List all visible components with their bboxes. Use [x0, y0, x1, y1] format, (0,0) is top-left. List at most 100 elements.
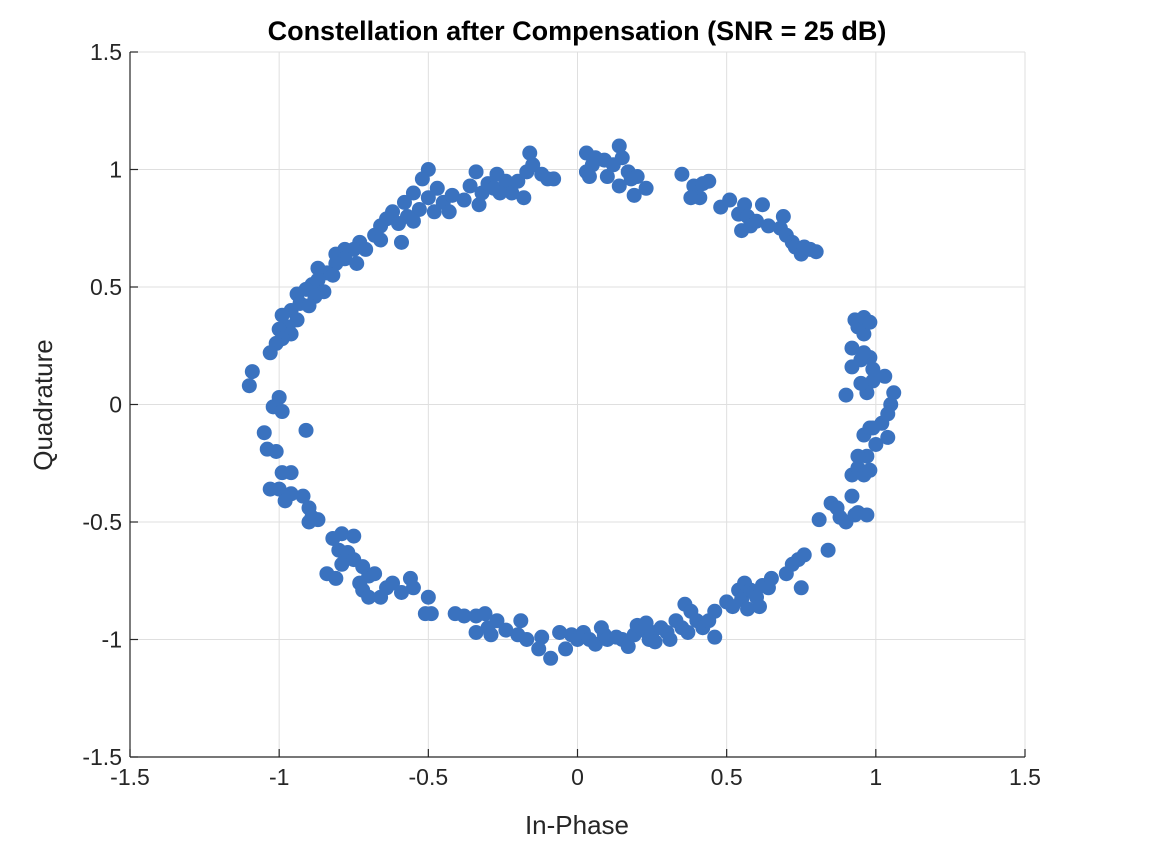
data-point-0-191 — [865, 361, 881, 377]
data-point-0-159 — [820, 542, 836, 558]
chart-title: Constellation after Compensation (SNR = … — [268, 16, 887, 46]
data-point-0-125 — [638, 615, 654, 631]
data-point-0-240 — [456, 192, 472, 208]
data-point-0-106 — [552, 624, 568, 640]
scatter-points — [241, 138, 902, 666]
data-point-0-180 — [880, 406, 896, 422]
data-point-0-13 — [391, 216, 406, 232]
data-point-0-128 — [662, 632, 678, 647]
data-point-0-1 — [414, 171, 430, 187]
data-point-0-239 — [444, 187, 460, 203]
data-point-0-25 — [349, 256, 365, 271]
data-point-0-226 — [749, 213, 764, 229]
data-point-0-6 — [396, 194, 412, 210]
data-point-0-181 — [886, 385, 902, 401]
data-point-0-257 — [492, 185, 508, 201]
data-point-0-92 — [456, 608, 472, 624]
data-point-0-51 — [274, 404, 290, 420]
data-point-0-190 — [844, 340, 860, 356]
data-point-0-100 — [513, 613, 529, 629]
data-point-0-9 — [441, 204, 457, 220]
data-point-0-258 — [516, 190, 532, 206]
data-point-0-37 — [301, 298, 317, 314]
data-point-0-210 — [626, 187, 642, 203]
y-tick-label-6: 1.5 — [90, 39, 122, 65]
data-point-0-227 — [754, 197, 770, 213]
data-point-0-52 — [298, 422, 314, 438]
data-point-0-109 — [558, 641, 574, 657]
y-tick-label-3: 0 — [109, 392, 122, 418]
data-point-0-104 — [531, 641, 547, 657]
data-point-0-97 — [468, 624, 484, 640]
data-point-0-29 — [325, 267, 341, 283]
data-point-0-103 — [534, 629, 550, 645]
data-point-0-90 — [417, 606, 433, 622]
data-point-0-164 — [844, 488, 860, 504]
data-point-0-166 — [859, 507, 875, 523]
data-point-0-136 — [707, 629, 723, 645]
data-point-0-203 — [581, 169, 597, 185]
data-point-0-4 — [420, 190, 436, 206]
data-point-0-81 — [361, 589, 377, 605]
x-axis-label: In-Phase — [525, 810, 629, 840]
data-point-0-112 — [587, 636, 603, 652]
data-point-0-151 — [763, 570, 779, 586]
data-point-0-223 — [737, 197, 753, 213]
data-point-0-124 — [647, 634, 663, 650]
data-point-0-48 — [241, 378, 257, 394]
data-point-0-213 — [611, 178, 627, 194]
y-tick-label-5: 1 — [109, 157, 122, 183]
data-point-0-178 — [880, 429, 896, 445]
data-point-0-61 — [277, 493, 293, 509]
data-point-0-172 — [850, 448, 866, 464]
data-point-0-189 — [856, 345, 872, 361]
x-tick-label-2: -0.5 — [409, 764, 449, 790]
data-point-0-251 — [525, 157, 541, 173]
data-point-0-17 — [373, 232, 389, 248]
data-point-0-221 — [722, 192, 738, 208]
data-point-0-211 — [629, 169, 645, 185]
data-point-0-87 — [405, 580, 421, 596]
data-point-0-175 — [868, 436, 884, 452]
data-point-0-242 — [471, 197, 487, 213]
data-point-0-250 — [522, 145, 538, 161]
data-point-0-157 — [811, 512, 827, 528]
x-tick-label-5: 1 — [869, 764, 882, 790]
data-point-0-59 — [262, 481, 278, 497]
y-axis-ticks: -1.5 -1 -0.5 0 0.5 1 1.5 — [82, 39, 138, 770]
data-point-0-204 — [599, 169, 615, 185]
data-point-0-229 — [760, 218, 776, 234]
data-point-0-183 — [865, 373, 881, 389]
data-point-0-86 — [393, 585, 409, 600]
data-point-0-78 — [367, 566, 383, 582]
data-point-0-246 — [498, 173, 514, 189]
data-point-0-118 — [620, 639, 636, 655]
data-point-0-219 — [683, 190, 699, 206]
data-point-0-138 — [707, 603, 723, 619]
data-point-0-62 — [295, 488, 311, 504]
data-point-0-228 — [734, 223, 750, 239]
data-point-0-197 — [862, 314, 878, 330]
x-tick-label-1: -1 — [269, 764, 289, 790]
data-point-0-76 — [328, 570, 344, 586]
data-point-0-99 — [498, 622, 514, 638]
data-point-0-206 — [611, 138, 627, 154]
x-tick-label-3: 0 — [571, 764, 584, 790]
y-axis-label: Quadrature — [28, 339, 58, 471]
data-point-0-28 — [310, 260, 326, 276]
data-point-0-46 — [262, 345, 278, 361]
data-point-0-39 — [274, 307, 290, 323]
data-point-0-217 — [701, 173, 717, 189]
data-point-0-96 — [489, 613, 505, 629]
data-point-0-150 — [740, 601, 756, 617]
x-axis-ticks: -1.5 -1 -0.5 0 0.5 1 1.5 — [110, 749, 1041, 790]
data-point-0-18 — [393, 234, 409, 250]
x-tick-label-0: -1.5 — [110, 764, 150, 790]
data-point-0-7 — [411, 201, 427, 217]
data-point-0-131 — [680, 624, 696, 640]
data-point-0-207 — [614, 150, 630, 166]
y-tick-label-0: -1.5 — [82, 744, 122, 770]
data-point-0-3 — [405, 185, 421, 201]
data-point-0-47 — [244, 364, 260, 380]
